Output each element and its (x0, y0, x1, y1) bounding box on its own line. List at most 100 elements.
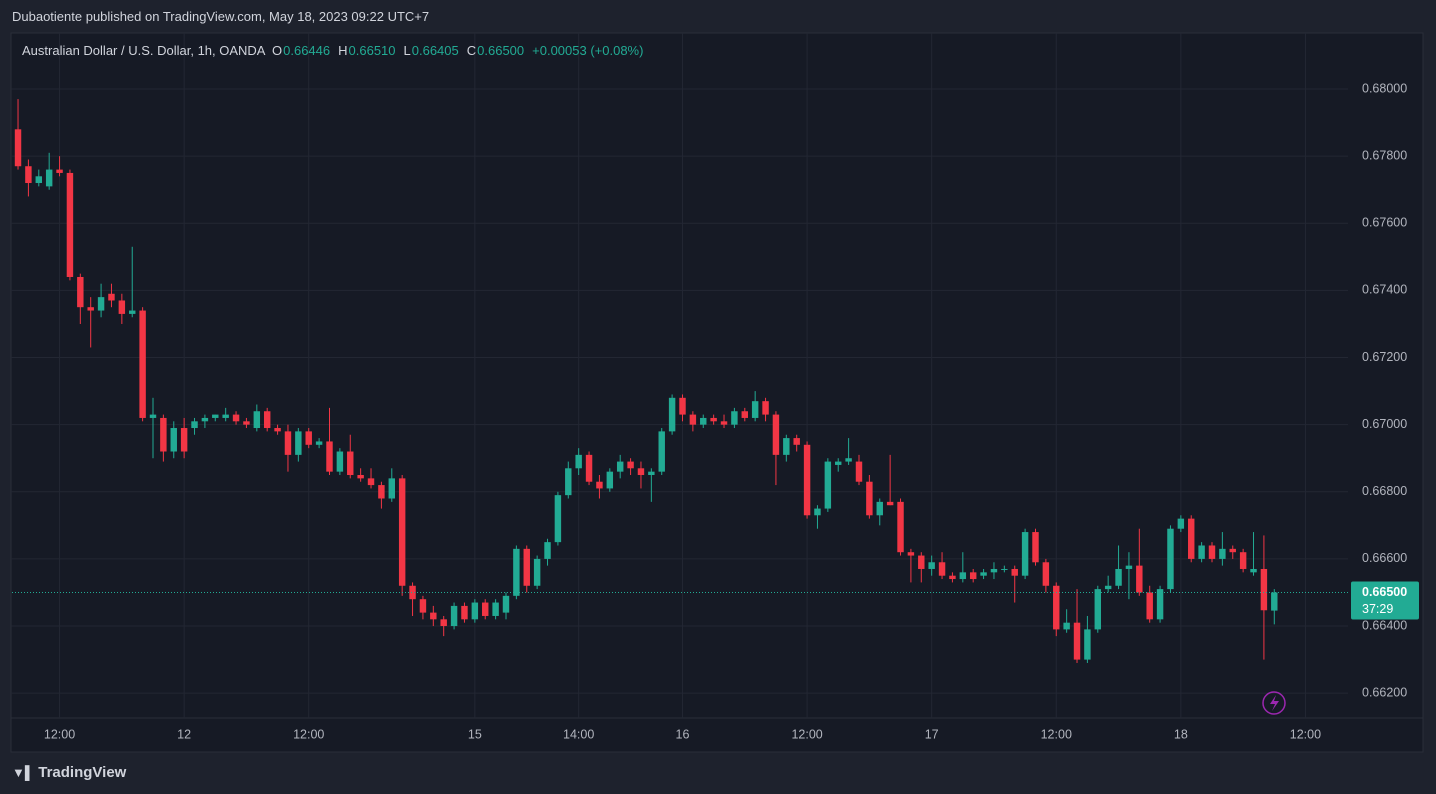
x-tick-label: 12:00 (791, 727, 822, 741)
brand-name: TradingView (38, 764, 127, 781)
candle-body (1125, 565, 1133, 569)
candle-body (949, 575, 956, 580)
candle-body (575, 454, 582, 469)
candle-body (1156, 589, 1164, 620)
y-tick-label: 0.67000 (1362, 417, 1407, 431)
candle-body (1198, 545, 1205, 559)
candle-body (212, 414, 219, 418)
candle-body (482, 602, 489, 616)
candle-body (835, 461, 842, 465)
candle-body (108, 293, 115, 301)
candle-body (585, 454, 593, 482)
candle-body (523, 548, 530, 586)
candle-body (1115, 568, 1122, 586)
candle-body (1084, 629, 1091, 660)
candle-body (502, 595, 510, 613)
candle-body (731, 411, 738, 425)
alert-icon[interactable] (1262, 691, 1286, 715)
publish-info: Dubaotiente published on TradingView.com… (12, 9, 430, 24)
candle-body (1188, 518, 1195, 559)
candle-body (565, 468, 572, 496)
price-label: 0.66500 (1362, 585, 1407, 599)
candle-body (544, 542, 551, 559)
candle-body (1001, 568, 1008, 570)
candle-body (243, 421, 250, 425)
candle-body (668, 397, 676, 432)
candle-body (1177, 518, 1185, 529)
candle-body (689, 414, 697, 425)
ohlc-value: 0.66500 (477, 43, 525, 58)
candle-body (918, 555, 925, 569)
candle-body (87, 307, 94, 311)
candle-body (1167, 528, 1174, 590)
candle-body (222, 414, 229, 418)
candle-body (440, 619, 447, 627)
candle-body (170, 428, 177, 452)
candle-body (772, 414, 780, 455)
ohlc-value: 0.66446 (283, 43, 331, 58)
candle-body (25, 166, 32, 184)
candle-body (336, 451, 344, 472)
candle-body (606, 471, 614, 489)
candle-body (14, 129, 22, 167)
candle-body (253, 411, 261, 429)
y-tick-label: 0.67600 (1362, 216, 1407, 230)
candle-body (1011, 568, 1018, 576)
x-tick-label: 16 (676, 727, 690, 741)
candle-body (357, 475, 364, 479)
candle-body (1104, 585, 1112, 590)
candle-body (77, 276, 84, 308)
candle-body (762, 401, 769, 415)
candle-body (409, 585, 416, 600)
candle-body (886, 501, 894, 506)
x-tick-label: 12:00 (293, 727, 324, 741)
chart-frame (10, 32, 1424, 753)
candle-body (367, 478, 375, 486)
candle-body (616, 461, 624, 472)
candle-body (876, 501, 883, 516)
ohlc-key: L (403, 43, 411, 58)
ohlc-value: 0.66510 (348, 43, 396, 58)
x-tick-label: 12:00 (1041, 727, 1072, 741)
candle-body (315, 441, 323, 445)
alert-bolt (1270, 695, 1279, 711)
candle-body (751, 401, 759, 418)
x-tick-label: 12:00 (1290, 727, 1321, 741)
candle-body (866, 481, 873, 516)
candle-body (191, 421, 198, 429)
candle-body (347, 451, 354, 476)
candle-body (1239, 552, 1247, 569)
candle-body (928, 562, 935, 569)
candle-body (1219, 548, 1226, 559)
candle-body (533, 558, 541, 586)
y-tick-label: 0.66400 (1362, 618, 1407, 632)
candle-body (461, 605, 468, 620)
candle-body (700, 417, 707, 425)
candle-body (139, 310, 146, 418)
candle-body (129, 310, 136, 314)
candle-body (741, 411, 749, 418)
candle-body (1250, 568, 1257, 573)
x-tick-label: 18 (1174, 727, 1188, 741)
y-tick-label: 0.67200 (1362, 350, 1407, 364)
ohlc-key: C (466, 43, 477, 58)
candle-body (326, 441, 333, 472)
candle-body (679, 397, 686, 415)
candle-body (1094, 589, 1102, 630)
candle-body (980, 572, 987, 576)
y-tick-label: 0.67800 (1362, 148, 1407, 162)
candle-body (274, 428, 281, 432)
candle-body (492, 602, 499, 616)
symbol: Australian Dollar / U.S. Dollar, 1h, OAN… (22, 43, 265, 58)
candle-body (263, 411, 271, 429)
candle-body (814, 508, 821, 516)
ohlc-value: 0.66405 (411, 43, 459, 58)
candle-body (118, 300, 126, 314)
candle-body (990, 568, 998, 573)
candle-body (1032, 532, 1039, 563)
y-tick-label: 0.67400 (1362, 283, 1407, 297)
candle-body (959, 572, 967, 580)
candle-body (513, 548, 520, 596)
candle-body (35, 176, 43, 184)
